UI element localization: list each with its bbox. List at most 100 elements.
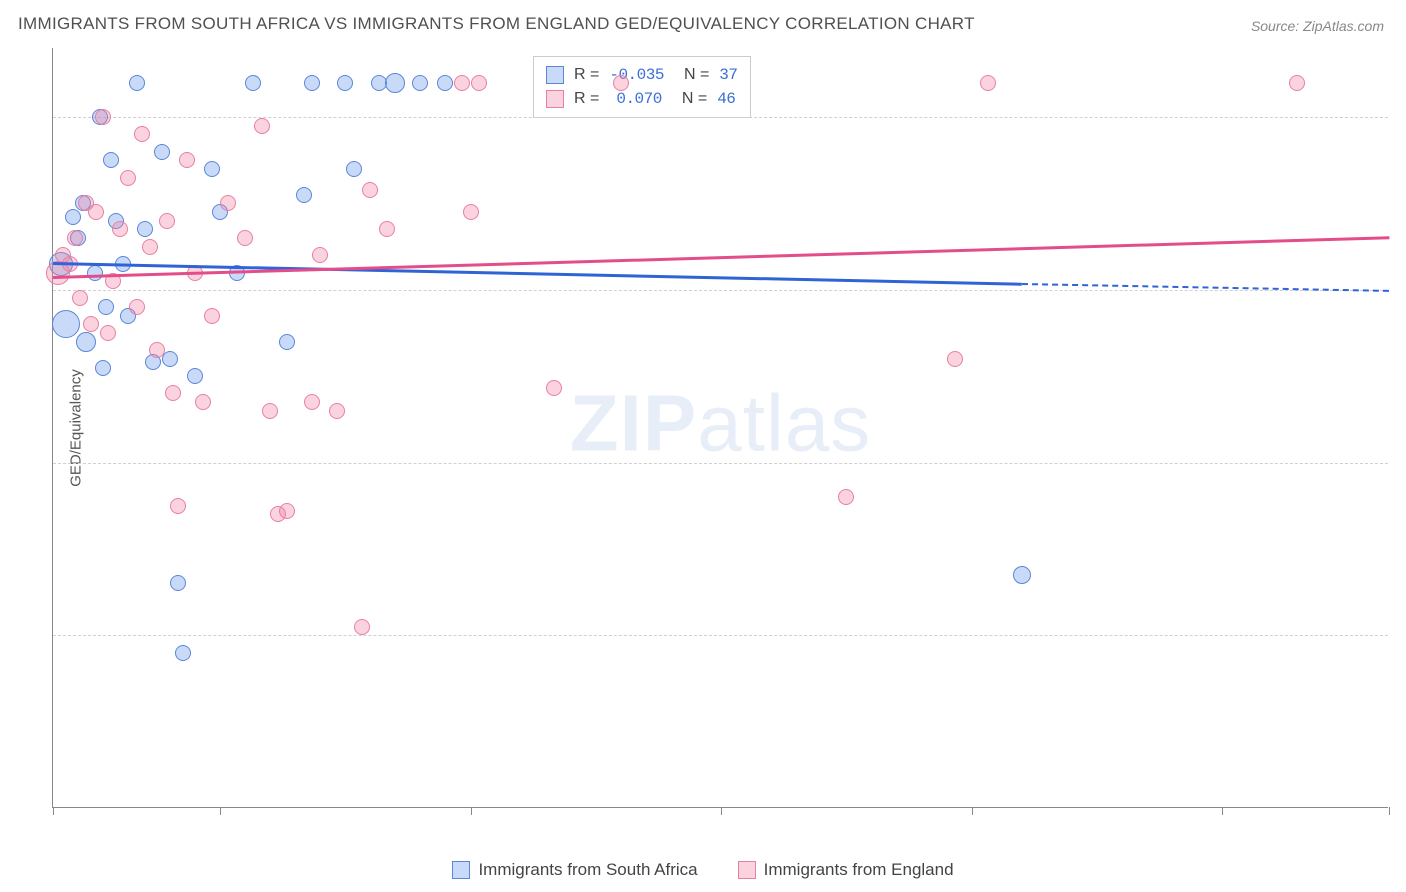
scatter-point-series-1 — [159, 213, 175, 229]
scatter-point-series-1 — [354, 619, 370, 635]
scatter-point-series-1 — [134, 126, 150, 142]
legend-row-series-0: R = -0.035 N = 37 — [546, 63, 738, 87]
scatter-point-series-0 — [385, 73, 405, 93]
scatter-point-series-1 — [463, 204, 479, 220]
scatter-point-series-1 — [362, 182, 378, 198]
swatch-series-1 — [546, 90, 564, 108]
x-tick — [1222, 807, 1223, 815]
legend-r-label: R = — [574, 87, 599, 111]
legend-n-value-1: 46 — [717, 87, 735, 111]
scatter-point-series-0 — [1013, 566, 1031, 584]
bottom-legend-item-1: Immigrants from England — [738, 860, 954, 880]
scatter-point-series-1 — [262, 403, 278, 419]
scatter-point-series-0 — [245, 75, 261, 91]
scatter-point-series-0 — [137, 221, 153, 237]
x-tick — [471, 807, 472, 815]
trend-line — [53, 236, 1389, 278]
legend-row-series-1: R = 0.070 N = 46 — [546, 87, 738, 111]
scatter-point-series-0 — [304, 75, 320, 91]
scatter-point-series-1 — [312, 247, 328, 263]
scatter-point-series-1 — [546, 380, 562, 396]
chart-title: IMMIGRANTS FROM SOUTH AFRICA VS IMMIGRAN… — [18, 14, 975, 34]
scatter-point-series-0 — [52, 310, 80, 338]
scatter-point-series-0 — [65, 209, 81, 225]
legend-r-label: R = — [574, 63, 599, 87]
x-tick — [972, 807, 973, 815]
bottom-legend-item-0: Immigrants from South Africa — [452, 860, 697, 880]
scatter-point-series-0 — [437, 75, 453, 91]
scatter-point-series-1 — [379, 221, 395, 237]
scatter-point-series-1 — [329, 403, 345, 419]
scatter-point-series-0 — [296, 187, 312, 203]
gridline — [53, 117, 1388, 118]
scatter-point-series-1 — [613, 75, 629, 91]
scatter-point-series-1 — [838, 489, 854, 505]
watermark: ZIPatlas — [570, 377, 871, 469]
legend-r-value-1: 0.070 — [616, 87, 662, 111]
correlation-legend: R = -0.035 N = 37 R = 0.070 N = 46 — [533, 56, 751, 118]
scatter-point-series-1 — [237, 230, 253, 246]
scatter-point-series-1 — [112, 221, 128, 237]
x-tick — [220, 807, 221, 815]
scatter-point-series-0 — [337, 75, 353, 91]
scatter-point-series-0 — [412, 75, 428, 91]
watermark-atlas: atlas — [697, 378, 871, 467]
scatter-point-series-1 — [165, 385, 181, 401]
source-credit: Source: ZipAtlas.com — [1251, 18, 1384, 34]
scatter-point-series-1 — [72, 290, 88, 306]
scatter-point-series-1 — [279, 503, 295, 519]
scatter-point-series-0 — [371, 75, 387, 91]
bottom-legend: Immigrants from South Africa Immigrants … — [0, 860, 1406, 880]
scatter-point-series-0 — [162, 351, 178, 367]
scatter-point-series-1 — [471, 75, 487, 91]
chart-plot-area: GED/Equivalency ZIPatlas R = -0.035 N = … — [52, 48, 1388, 808]
y-axis-label: GED/Equivalency — [67, 369, 84, 487]
gridline — [53, 635, 1388, 636]
scatter-point-series-1 — [947, 351, 963, 367]
scatter-point-series-1 — [1289, 75, 1305, 91]
x-tick — [53, 807, 54, 815]
scatter-point-series-1 — [149, 342, 165, 358]
x-tick — [721, 807, 722, 815]
scatter-point-series-1 — [142, 239, 158, 255]
scatter-point-series-1 — [204, 308, 220, 324]
scatter-point-series-1 — [304, 394, 320, 410]
scatter-point-series-0 — [76, 332, 96, 352]
scatter-point-series-0 — [204, 161, 220, 177]
scatter-point-series-0 — [346, 161, 362, 177]
scatter-point-series-1 — [195, 394, 211, 410]
swatch-icon — [738, 861, 756, 879]
scatter-point-series-1 — [179, 152, 195, 168]
scatter-point-series-1 — [129, 299, 145, 315]
scatter-point-series-0 — [129, 75, 145, 91]
swatch-icon — [452, 861, 470, 879]
legend-n-label: N = — [684, 63, 709, 87]
scatter-point-series-1 — [454, 75, 470, 91]
scatter-point-series-0 — [98, 299, 114, 315]
legend-n-label: N = — [682, 87, 707, 111]
scatter-point-series-0 — [87, 265, 103, 281]
bottom-legend-label-1: Immigrants from England — [764, 860, 954, 880]
scatter-point-series-1 — [980, 75, 996, 91]
scatter-point-series-0 — [103, 152, 119, 168]
scatter-point-series-1 — [220, 195, 236, 211]
gridline — [53, 290, 1388, 291]
x-tick — [1389, 807, 1390, 815]
legend-n-value-0: 37 — [719, 63, 737, 87]
scatter-point-series-1 — [254, 118, 270, 134]
scatter-point-series-0 — [170, 575, 186, 591]
gridline — [53, 463, 1388, 464]
swatch-series-0 — [546, 66, 564, 84]
scatter-point-series-1 — [170, 498, 186, 514]
scatter-point-series-0 — [279, 334, 295, 350]
scatter-point-series-0 — [187, 368, 203, 384]
scatter-point-series-0 — [154, 144, 170, 160]
scatter-point-series-1 — [95, 109, 111, 125]
scatter-point-series-1 — [67, 230, 83, 246]
watermark-zip: ZIP — [570, 378, 697, 467]
scatter-point-series-1 — [100, 325, 116, 341]
scatter-point-series-0 — [175, 645, 191, 661]
scatter-point-series-1 — [88, 204, 104, 220]
bottom-legend-label-0: Immigrants from South Africa — [478, 860, 697, 880]
scatter-point-series-1 — [83, 316, 99, 332]
